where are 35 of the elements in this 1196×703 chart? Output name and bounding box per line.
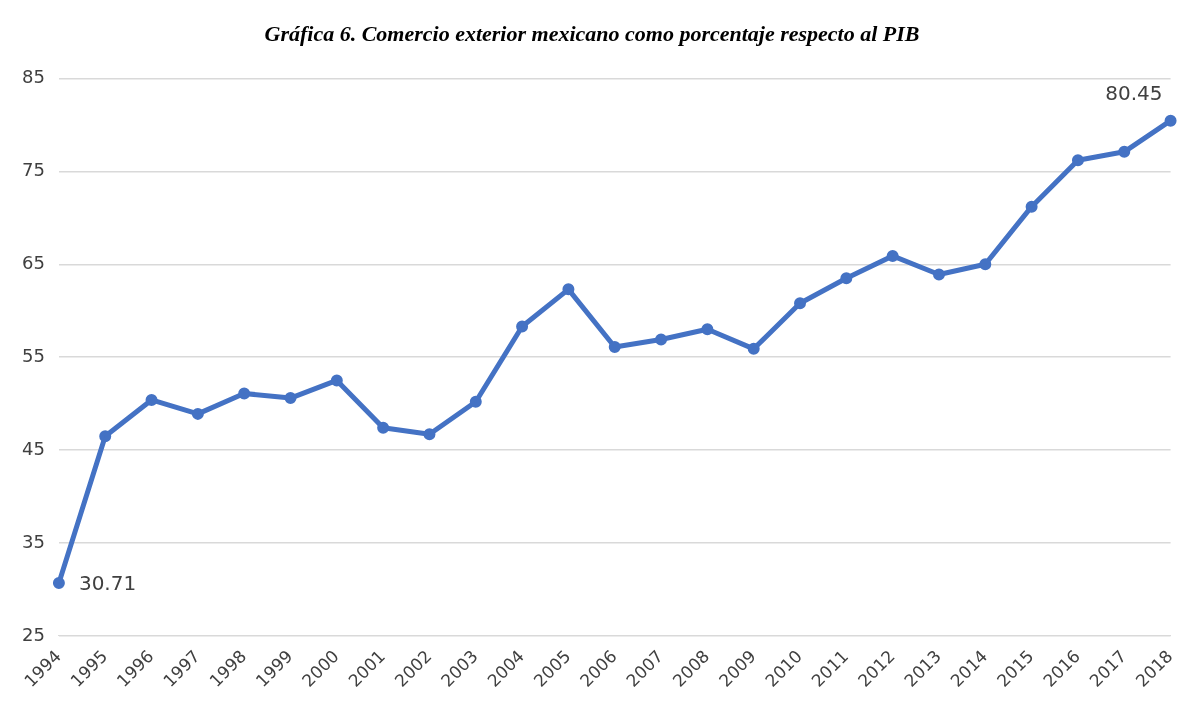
point	[701, 323, 714, 336]
point	[377, 421, 390, 434]
y-tick-label: 45	[22, 437, 45, 459]
point	[840, 272, 853, 285]
point	[516, 320, 529, 333]
y-tick-label: 55	[22, 344, 45, 366]
point	[655, 333, 668, 346]
point	[1164, 114, 1177, 127]
point	[469, 395, 482, 408]
y-tick-label: 85	[22, 66, 45, 88]
point	[1025, 200, 1038, 213]
point	[145, 393, 158, 406]
data-label: 30.71	[78, 571, 137, 596]
point	[284, 392, 297, 405]
point	[52, 576, 65, 589]
point	[330, 374, 343, 387]
point	[932, 268, 945, 281]
point	[979, 258, 992, 271]
y-tick-label: 65	[22, 251, 45, 273]
point	[747, 342, 760, 355]
point	[794, 297, 807, 310]
point	[886, 249, 899, 262]
chart-title: Gráfica 6. Comercio exterior mexicano como porcentaje respecto al PIB	[264, 20, 920, 46]
data-label: 80.45	[1105, 80, 1163, 105]
point	[1071, 154, 1084, 167]
point	[608, 340, 621, 353]
point	[191, 407, 204, 420]
point	[238, 387, 251, 400]
y-tick-label: 25	[22, 623, 45, 645]
point	[423, 428, 436, 441]
y-tick-label: 35	[22, 530, 45, 552]
point	[99, 430, 112, 443]
y-tick-label: 75	[22, 159, 45, 180]
point	[562, 283, 575, 296]
point	[1118, 145, 1131, 158]
